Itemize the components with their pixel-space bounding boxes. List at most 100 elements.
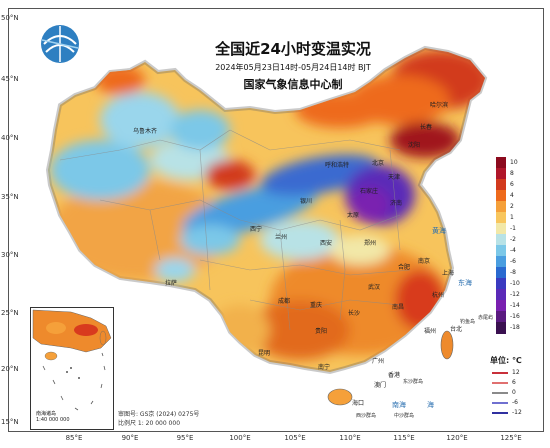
lon-label: 105°E [284,434,306,442]
city-label: 香港 [388,372,401,379]
unit-label: 单位: ℃ [490,356,522,365]
city-label: 郑州 [364,240,377,247]
island-label: 东沙群岛 [403,379,424,385]
legend-swatch [496,256,506,268]
map-scale: 比例尺 1: 20 000 000 [118,420,181,427]
legend-label: 6 [510,181,514,188]
city-label: 海口 [352,400,365,407]
legend-swatch [496,223,506,235]
city-label: 济南 [390,200,403,207]
city-label: 西安 [320,240,333,247]
island-label: 西沙群岛 [356,413,377,419]
city-label: 长沙 [348,310,361,317]
city-label: 合肥 [398,264,411,271]
legend-swatch [496,201,506,213]
legend-label: -10 [510,280,520,287]
legend-swatch [496,278,506,290]
legend-label: -16 [510,313,520,320]
inset-label: 南海诸岛 1:40 000 000 [36,411,70,423]
island-label: 钓鱼岛 [460,319,476,325]
lat-label: 25°N [1,309,19,317]
map-title: 全国近24小时变温实况 [215,40,371,58]
city-label: 上海 [442,270,455,277]
city-label: 昆明 [258,350,271,357]
city-label: 长春 [420,124,433,131]
map-period: 2024年05月23日14时-05月24日14时 BJT [215,63,371,72]
city-label: 澳门 [374,382,387,389]
sea-label: 东海 [458,279,472,287]
sea-label: 海 [427,401,434,409]
line-legend-item: 0 [492,388,544,398]
city-label: 重庆 [310,302,323,309]
legend-item: -14 [496,300,544,312]
island-label: 中沙群岛 [394,413,415,419]
hainan-island [327,388,353,406]
city-label: 贵阳 [315,328,328,335]
legend-label: -1 [510,225,516,232]
inset-map [32,309,112,411]
legend-swatch [496,190,506,202]
line-legend-swatch [492,402,508,404]
legend-item: -4 [496,245,544,257]
lon-label: 90°E [121,434,139,442]
line-legend-swatch [492,392,508,394]
legend-swatch [496,234,506,246]
legend-label: -4 [510,247,516,254]
lat-label: 40°N [1,134,19,142]
legend-item: 10 [496,157,544,169]
city-label: 南宁 [318,364,331,371]
lon-label: 120°E [446,434,468,442]
legend-swatch [496,157,506,169]
legend-item: 2 [496,201,544,213]
legend-label: 4 [510,192,514,199]
sea-label: 黄海 [432,227,446,235]
lon-label: 100°E [229,434,251,442]
lat-label: 35°N [1,193,19,201]
legend-item: 8 [496,168,544,180]
map-info: 审图号: GS京 (2024) 0275号 比例尺 1: 20 000 000 [118,410,199,428]
inset-scale: 1:40 000 000 [36,417,70,423]
legend-label: -14 [510,302,520,309]
legend-label: -2 [510,236,516,243]
south-china-sea-inset [30,307,114,430]
legend-swatch [496,168,506,180]
legend-label: 2 [510,203,514,210]
city-label: 天津 [388,174,401,181]
legend-swatch [496,322,506,334]
city-label: 西宁 [250,226,263,233]
legend-label: -18 [510,324,520,331]
sea-label: 南海 [392,401,406,409]
line-legend-item: 6 [492,378,544,388]
legend-label: -8 [510,269,516,276]
map-agency: 国家气象信息中心制 [243,78,343,91]
line-legend-label: 0 [512,389,516,396]
city-label: 台北 [450,326,463,333]
line-legend-swatch [492,372,508,374]
legend-swatch [496,289,506,301]
legend-label: 1 [510,214,514,221]
line-legend-label: 12 [512,369,520,376]
legend-swatch [496,300,506,312]
lon-label: 85°E [65,434,83,442]
lon-label: 110°E [339,434,361,442]
legend-item: -16 [496,311,544,323]
legend-label: 10 [510,159,518,166]
city-label: 成都 [278,298,291,305]
legend-label: -12 [510,291,520,298]
legend-swatch [496,212,506,224]
lat-label: 30°N [1,251,19,259]
legend-label: -6 [510,258,516,265]
city-label: 哈尔滨 [430,102,449,109]
globe-logo-icon [41,25,79,63]
taiwan-island [440,330,454,360]
city-label: 乌鲁木齐 [133,128,158,135]
china-land [45,45,488,375]
lon-label: 115°E [393,434,415,442]
city-label: 南昌 [392,304,405,311]
legend-label: 8 [510,170,514,177]
legend-item: -8 [496,267,544,279]
lat-label: 50°N [1,14,19,22]
line-legend-swatch [492,412,508,414]
legend-item: 4 [496,190,544,202]
